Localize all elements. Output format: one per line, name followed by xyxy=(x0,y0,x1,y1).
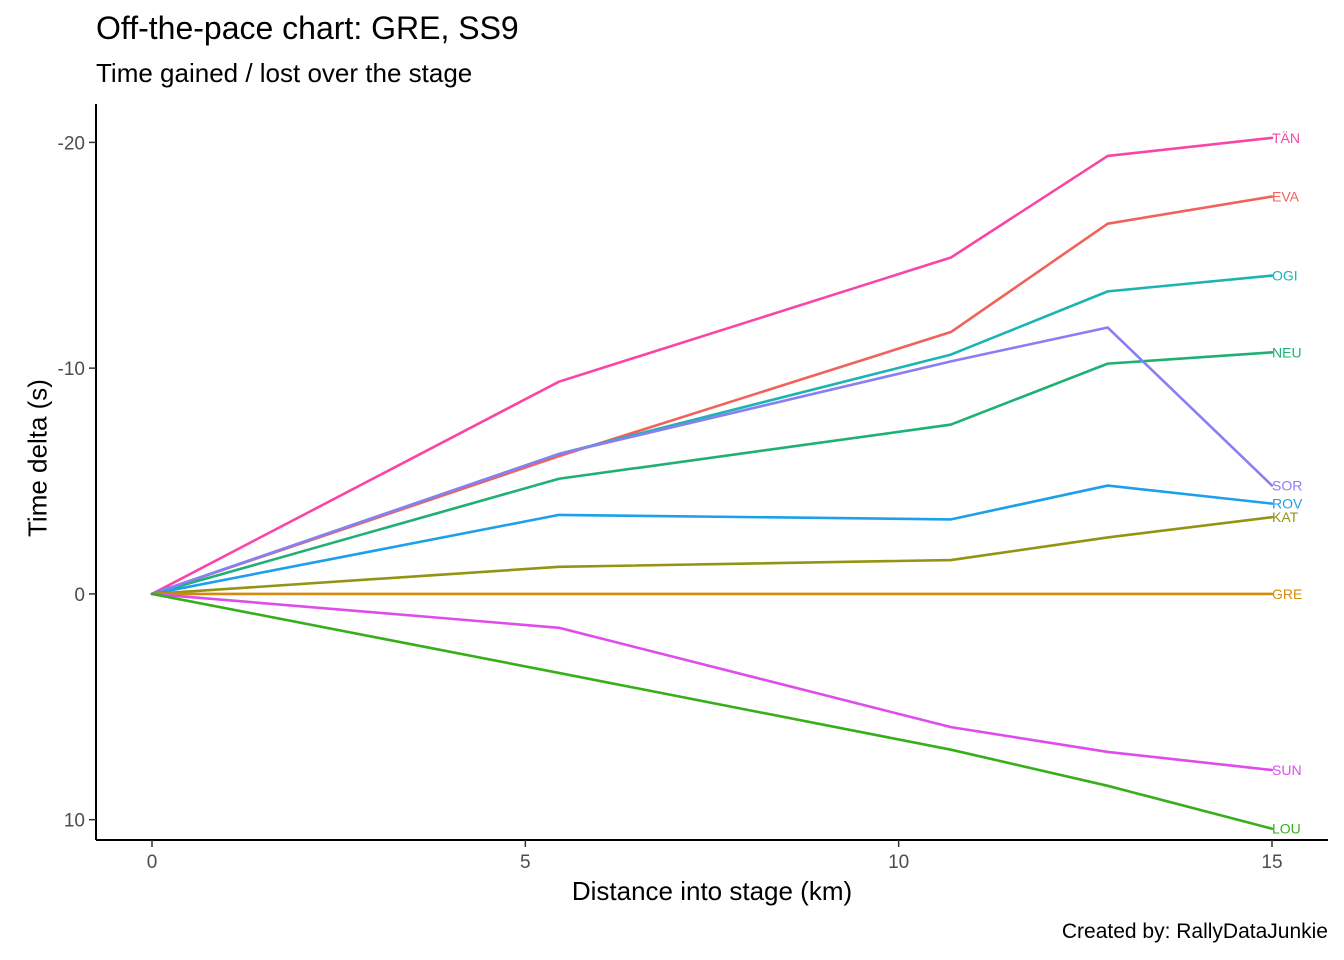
series-end-label: NEU xyxy=(1272,344,1302,360)
x-tick-label: 15 xyxy=(1261,852,1282,873)
x-tick-label: 0 xyxy=(147,852,158,873)
series-end-label: ROV xyxy=(1272,496,1303,512)
y-tick-label: -20 xyxy=(58,133,85,154)
series-line-sor xyxy=(150,326,1274,596)
series-end-label: OGI xyxy=(1272,268,1298,284)
series-end-label: GRE xyxy=(1272,586,1302,602)
chart-caption: Created by: RallyDataJunkie xyxy=(1061,920,1328,943)
series-end-label: LOU xyxy=(1272,821,1301,837)
y-tick-label: 10 xyxy=(64,811,85,832)
y-tick-label: -10 xyxy=(58,359,85,380)
series-end-label: SOR xyxy=(1272,478,1302,494)
x-axis-label: Distance into stage (km) xyxy=(571,876,853,906)
x-tick-label: 5 xyxy=(520,852,531,873)
axes: -20 -10 0 10 0 5 10 15 xyxy=(58,104,1328,873)
chart-subtitle: Time gained / lost over the stage xyxy=(96,58,473,88)
series-end-label: EVA xyxy=(1272,189,1300,205)
series-end-label: TÄN xyxy=(1272,130,1300,146)
y-tick-label: 0 xyxy=(74,585,85,606)
chart-title: Off-the-pace chart: GRE, SS9 xyxy=(96,10,519,46)
x-tick-label: 10 xyxy=(888,852,909,873)
series-line-lou xyxy=(150,592,1274,831)
series-end-label: KAT xyxy=(1272,509,1299,525)
series-line-kat xyxy=(150,515,1274,596)
series-line-sun xyxy=(150,592,1274,772)
series-end-label: SUN xyxy=(1272,762,1302,778)
series-line-rov xyxy=(150,484,1274,596)
series-lines xyxy=(150,136,1274,831)
series-line-neu xyxy=(150,351,1274,596)
series-line-tän xyxy=(150,136,1274,596)
series-line-eva xyxy=(150,195,1274,596)
